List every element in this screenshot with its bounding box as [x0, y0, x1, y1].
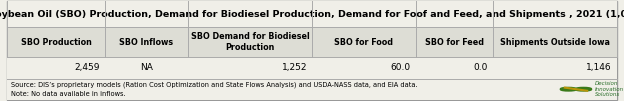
Circle shape	[579, 88, 588, 90]
Text: SBO Inflows: SBO Inflows	[119, 38, 173, 47]
Text: 60.0: 60.0	[391, 63, 411, 72]
Text: NA: NA	[140, 63, 153, 72]
Text: Solutions: Solutions	[595, 92, 620, 97]
Text: SBO Production: SBO Production	[21, 38, 92, 47]
Bar	[7, 27, 617, 57]
Text: 1,146: 1,146	[586, 63, 612, 72]
Bar	[7, 1, 617, 27]
Bar	[7, 57, 617, 79]
Text: Shipments Outside Iowa: Shipments Outside Iowa	[500, 38, 610, 47]
Text: 0.0: 0.0	[474, 63, 488, 72]
Text: 1,252: 1,252	[281, 63, 307, 72]
Text: Source: DIS’s proprietary models (Ration Cost Optimization and State Flows Analy: Source: DIS’s proprietary models (Ration…	[11, 81, 417, 88]
Circle shape	[564, 88, 573, 90]
Text: SBO for Feed: SBO for Feed	[425, 38, 484, 47]
Text: Note: No data available in inflows.: Note: No data available in inflows.	[11, 91, 125, 97]
Text: Decision: Decision	[595, 81, 618, 86]
FancyBboxPatch shape	[7, 1, 617, 100]
Bar	[7, 79, 617, 100]
Text: Iowa Soybean Oil (SBO) Production, Demand for Biodiesel Production, Demand for F: Iowa Soybean Oil (SBO) Production, Deman…	[0, 10, 624, 19]
Text: SBO for Food: SBO for Food	[334, 38, 393, 47]
Text: 2,459: 2,459	[74, 63, 100, 72]
Text: Innovation: Innovation	[595, 87, 624, 92]
Text: SBO Demand for Biodiesel
Production: SBO Demand for Biodiesel Production	[191, 32, 310, 52]
